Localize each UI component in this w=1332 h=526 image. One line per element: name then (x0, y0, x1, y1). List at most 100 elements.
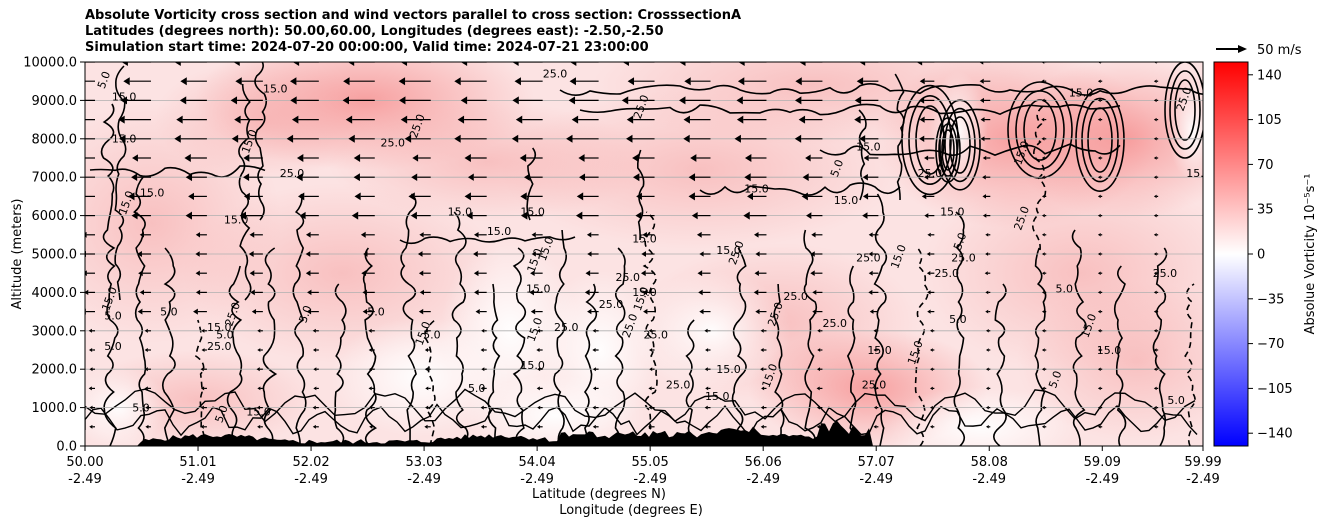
contour-line (333, 283, 347, 446)
x-tick-label-lat: 52.02 (292, 455, 329, 470)
wind-vector (587, 251, 599, 257)
x-tick-label-lat: 54.04 (519, 455, 556, 470)
x-tick-label-lon: -2.49 (68, 472, 102, 487)
wind-vector (854, 96, 879, 105)
wind-vector (1097, 156, 1103, 160)
wind-vector (980, 117, 991, 123)
wind-vector (859, 135, 879, 143)
contour-line (133, 175, 147, 446)
wind-vector (926, 251, 935, 257)
wind-vector (1097, 117, 1103, 122)
contour-label: 5.0 (828, 158, 846, 179)
wind-vector (579, 173, 599, 181)
wind-vector (760, 367, 767, 372)
wind-vector (408, 192, 431, 201)
wind-vector (1153, 405, 1159, 410)
wind-vector (235, 77, 263, 86)
wind-vector (578, 154, 599, 162)
x-axis: 50.00 -2.49 51.01 -2.49 52.02 -2.49 53.03 -2.49… (66, 446, 1222, 487)
y-tick-label: 7000.0 (32, 171, 78, 186)
contour-label: 25.0 (862, 378, 887, 391)
wind-vector (1041, 79, 1047, 84)
contour-label: 5.0 (1046, 369, 1064, 390)
wind-vector (642, 289, 655, 296)
wind-vector (312, 405, 319, 410)
wind-vector (979, 97, 991, 103)
wind-vector (569, 77, 599, 86)
wind-vector (568, 96, 599, 105)
wind-vector (185, 173, 207, 182)
wind-vector (1041, 367, 1047, 371)
wind-vector (586, 232, 599, 238)
wind-vector (185, 211, 207, 220)
wind-vector (418, 270, 431, 276)
wind-vector (798, 115, 823, 124)
wind-vector (195, 289, 207, 296)
wind-vector (704, 367, 711, 372)
wind-vector (138, 270, 151, 277)
y-tick-label: 10000.0 (23, 56, 77, 71)
wind-vector (85, 195, 95, 197)
contour-label: 15.0 (263, 83, 288, 96)
wind-vector (200, 405, 207, 410)
contour-lines (85, 62, 1203, 446)
x-tick-label-lat: 55.05 (632, 455, 669, 470)
wind-vector (368, 386, 375, 391)
wind-vector (648, 405, 655, 410)
wind-vector (919, 97, 935, 104)
contour-label: 5.0 (468, 382, 486, 395)
wind-vector (368, 328, 375, 333)
wind-vector (683, 134, 711, 143)
wind-vector (233, 62, 263, 66)
contour-line (1152, 247, 1168, 446)
wind-vector (480, 386, 487, 391)
wind-vector (230, 96, 263, 105)
wind-vector (85, 80, 95, 82)
contour-label: 15.0 (246, 405, 271, 418)
wind-vector (985, 290, 991, 295)
contour-label: 15.0 (716, 244, 741, 257)
wind-vector (916, 62, 935, 66)
wind-vector (859, 62, 879, 66)
wind-vector (400, 62, 431, 66)
x-tick-label-lon: -2.49 (633, 472, 667, 487)
wind-vector (985, 405, 991, 410)
wind-vector (257, 386, 263, 391)
contour-label: 15.0 (140, 186, 165, 199)
wind-vector (312, 424, 319, 429)
title-line-2: Latitudes (degrees north): 50.00,60.00, … (85, 24, 664, 39)
wind-vector (536, 347, 543, 353)
wind-vector (243, 173, 263, 181)
wind-vector (592, 328, 599, 333)
contour-label: 25.0 (823, 317, 848, 330)
x-tick-label-lon: -2.49 (1085, 472, 1119, 487)
wind-vector (239, 211, 263, 220)
wind-vector (985, 367, 991, 371)
wind-vector (368, 367, 375, 372)
x-axis-label-latitude: Latitude (degrees N) (532, 487, 666, 502)
wind-vector (234, 115, 263, 124)
wind-vector (345, 115, 375, 124)
contour-label: 5.0 (949, 313, 967, 326)
wind-vector (635, 211, 655, 220)
wind-vector (424, 328, 431, 333)
wind-vector (360, 231, 375, 238)
x-tick-label-lat: 51.01 (179, 455, 216, 470)
wind-vector (1041, 252, 1047, 256)
wind-vector (460, 96, 487, 105)
y-tick-label: 0.0 (56, 440, 77, 455)
wind-vector (632, 173, 655, 182)
wind-vector (1097, 367, 1103, 371)
contour-line (399, 236, 576, 245)
contour-label: 25.0 (207, 340, 232, 353)
wind-vector (1041, 290, 1047, 295)
wind-vector (626, 134, 655, 143)
wind-vector (1097, 98, 1103, 103)
x-tick-label-lon: -2.49 (181, 472, 215, 487)
wind-vector (868, 270, 879, 276)
wind-vector (248, 250, 263, 258)
wind-vector (982, 213, 991, 218)
y-axis: 0.0 1000.0 2000.0 3000.0 4000.0 5000.0 6000.0 7… (23, 56, 85, 455)
wind-vector (691, 211, 711, 220)
wind-vector (347, 62, 375, 66)
